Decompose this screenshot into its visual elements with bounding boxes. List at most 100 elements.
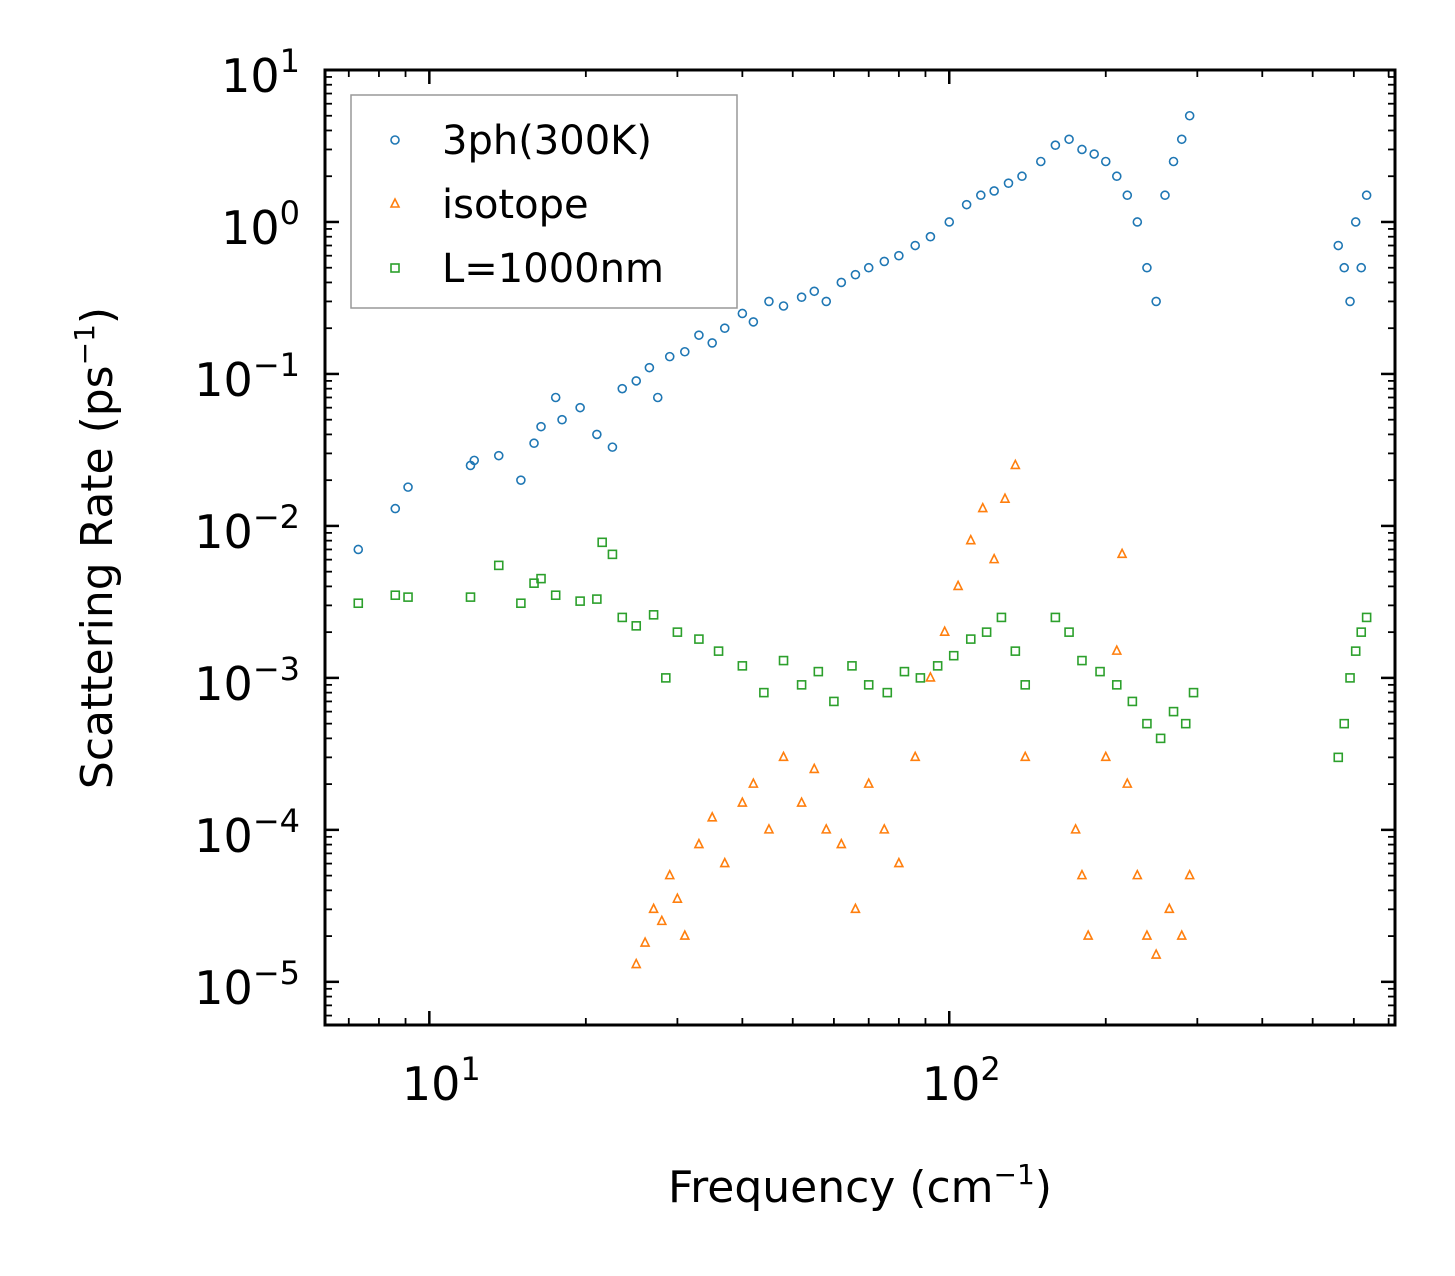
data-point [656, 914, 668, 926]
data-point [1180, 718, 1191, 729]
data-point [694, 634, 704, 644]
data-point [390, 503, 401, 514]
data-point [1356, 262, 1367, 273]
data-point [1132, 868, 1143, 880]
data-point [882, 687, 893, 698]
y-tick-label: 10−5 [194, 954, 300, 1015]
data-point [910, 240, 920, 251]
data-point [1184, 868, 1195, 880]
data-point [1339, 718, 1350, 729]
data-point [778, 655, 789, 666]
data-point [996, 612, 1007, 623]
x-tick-label: 101 [402, 1050, 481, 1111]
data-point [952, 579, 964, 591]
data-point [808, 762, 820, 774]
data-point [763, 823, 775, 834]
data-point [748, 777, 759, 788]
data-point [899, 666, 910, 677]
y-tick-labels: 101 100 10−1 10−2 10−3 10−4 10−5 [194, 42, 300, 1015]
data-point [820, 823, 832, 834]
legend-box [350, 94, 738, 309]
data-point [1100, 750, 1112, 762]
legend-label: 3ph(300K) [442, 118, 652, 164]
data-point [836, 277, 847, 288]
data-point [631, 621, 642, 631]
data-point [915, 673, 926, 683]
data-point [1350, 217, 1361, 227]
data-point [796, 292, 807, 302]
data-point [607, 442, 618, 452]
x-axis-title: Frequency (cm−1) [668, 1158, 1052, 1213]
data-point [403, 482, 413, 492]
axis-ticks [325, 68, 1395, 1025]
data-point [1089, 149, 1099, 159]
data-point [1361, 190, 1372, 201]
data-point [516, 598, 526, 609]
data-point [1150, 948, 1162, 959]
data-points [353, 110, 1372, 969]
data-point [639, 936, 651, 947]
data-point [536, 573, 546, 584]
data-point [353, 544, 364, 555]
data-point [592, 594, 602, 604]
legend-marker-triangle [389, 197, 401, 208]
data-point [672, 892, 683, 903]
legend-marker-circle [390, 135, 400, 145]
data-point [469, 455, 480, 466]
data-point [989, 186, 999, 196]
data-point [664, 351, 675, 362]
data-point [778, 301, 789, 311]
legend-label: isotope [442, 182, 589, 228]
data-point [1121, 777, 1133, 788]
data-point [1132, 217, 1143, 227]
data-point [648, 902, 659, 914]
data-point [1064, 134, 1074, 145]
data-point [661, 673, 671, 683]
data-point [878, 823, 890, 834]
data-point [679, 929, 691, 940]
data-point [863, 680, 874, 690]
data-point [1151, 296, 1161, 307]
data-point [813, 666, 824, 677]
data-point [1142, 262, 1152, 273]
data-point [706, 811, 718, 822]
data-point [894, 250, 904, 261]
data-point [631, 376, 642, 386]
data-point [1064, 627, 1074, 637]
data-point [778, 750, 789, 762]
legend-marker-square [390, 263, 400, 273]
data-point [550, 392, 561, 403]
data-point [1350, 646, 1361, 656]
data-point [493, 560, 504, 571]
data-point [737, 661, 748, 671]
data-point [1019, 750, 1031, 762]
x-tick-labels: 101 102 [402, 1050, 1001, 1111]
data-point [719, 323, 730, 333]
y-axis-title: Scattering Rate (ps−1) [68, 307, 123, 789]
data-point [630, 957, 642, 969]
data-point [1111, 680, 1122, 690]
data-point [1100, 156, 1111, 167]
data-point [796, 796, 807, 807]
data-point [1077, 655, 1087, 666]
data-point [1176, 134, 1187, 145]
data-point [909, 750, 921, 762]
data-point [617, 383, 628, 394]
data-point [557, 414, 567, 425]
y-tick-label: 101 [221, 42, 300, 103]
data-point [1141, 929, 1153, 940]
data-point [1345, 673, 1355, 683]
data-point [390, 590, 401, 601]
data-point [1127, 696, 1138, 707]
data-point [1361, 612, 1372, 623]
data-point [1010, 646, 1021, 656]
data-point [1077, 144, 1087, 155]
data-point [1116, 547, 1128, 559]
data-point [575, 402, 585, 413]
data-point [999, 492, 1011, 503]
legend: 3ph(300K) isotope L=1000nm [350, 94, 738, 309]
data-point [863, 777, 875, 788]
data-point [1345, 296, 1355, 307]
data-point [536, 421, 546, 432]
data-point [617, 612, 628, 623]
